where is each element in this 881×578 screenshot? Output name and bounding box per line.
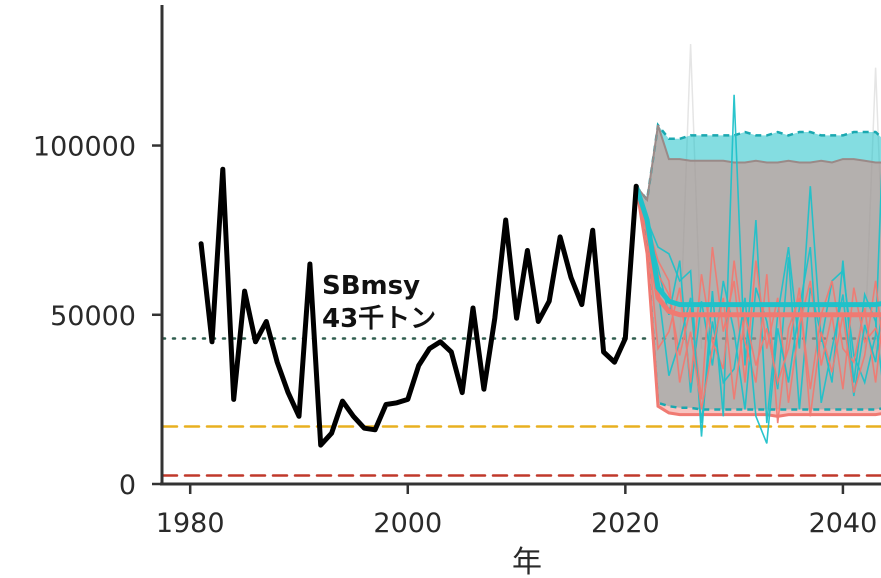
x-tick-label-3: 2020 [591, 508, 660, 539]
y-tick-label-1: 0 [119, 470, 136, 501]
trajectory-2 [635, 185, 881, 410]
trajectory-3 [635, 185, 881, 403]
y-tick-label-3: 100000 [33, 132, 136, 163]
band-red-upper-edge [635, 124, 881, 203]
band-cyan-upper-edge [635, 122, 881, 203]
projection-mean-2 [633, 185, 881, 318]
x-tick-label-4: 2040 [809, 508, 878, 539]
sbmsy-value-label: 43千トン [322, 304, 436, 334]
x-tick-label-1: 1980 [156, 508, 225, 539]
projection-mean-1 [633, 185, 881, 308]
x-axis-title: 年 [512, 545, 542, 578]
historical-line [198, 166, 639, 448]
trajectory-6 [635, 185, 881, 417]
y-tick-label-2: 50000 [50, 301, 136, 332]
x-tick-label-2: 2000 [373, 508, 442, 539]
sbmsy-label: SBmsy [322, 271, 420, 301]
trajectory-4 [635, 186, 881, 424]
trajectory-1 [635, 94, 881, 437]
trajectory-5 [635, 185, 881, 444]
